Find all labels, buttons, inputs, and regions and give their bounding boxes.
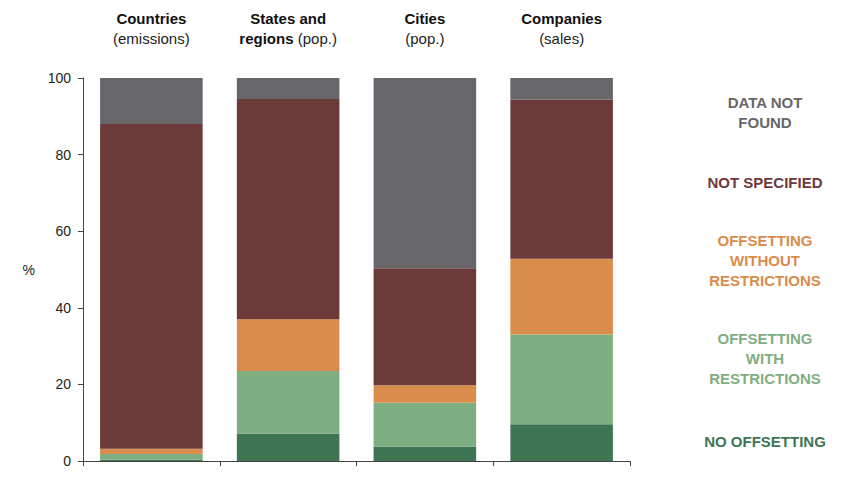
svg-text:OFFSETTING: OFFSETTING [718, 232, 813, 249]
svg-text:Companies: Companies [521, 10, 602, 27]
svg-text:RESTRICTIONS: RESTRICTIONS [709, 370, 821, 387]
svg-text:Cities: Cities [404, 10, 445, 27]
svg-text:80: 80 [55, 147, 71, 163]
svg-text:20: 20 [55, 376, 71, 392]
svg-text:(emissions): (emissions) [113, 30, 190, 47]
svg-text:RESTRICTIONS: RESTRICTIONS [709, 272, 821, 289]
svg-text:FOUND: FOUND [738, 114, 791, 131]
svg-text:regions: regions [239, 30, 297, 47]
svg-text:%: % [23, 262, 35, 278]
svg-text:Countries: Countries [116, 10, 186, 27]
svg-text:60: 60 [55, 223, 71, 239]
svg-text:100: 100 [48, 70, 72, 86]
svg-text:NOT SPECIFIED: NOT SPECIFIED [707, 174, 822, 191]
svg-text:NO OFFSETTING: NO OFFSETTING [704, 433, 826, 450]
svg-text:DATA NOT: DATA NOT [728, 94, 803, 111]
svg-text:40: 40 [55, 300, 71, 316]
svg-text:(pop.): (pop.) [405, 30, 444, 47]
svg-text:(sales): (sales) [539, 30, 584, 47]
svg-text:OFFSETTING: OFFSETTING [718, 330, 813, 347]
svg-text:WITHOUT: WITHOUT [730, 252, 800, 269]
svg-text:0: 0 [63, 453, 71, 469]
svg-text:States and: States and [250, 10, 326, 27]
svg-text:WITH: WITH [746, 350, 784, 367]
svg-text:(pop.): (pop.) [298, 30, 337, 47]
